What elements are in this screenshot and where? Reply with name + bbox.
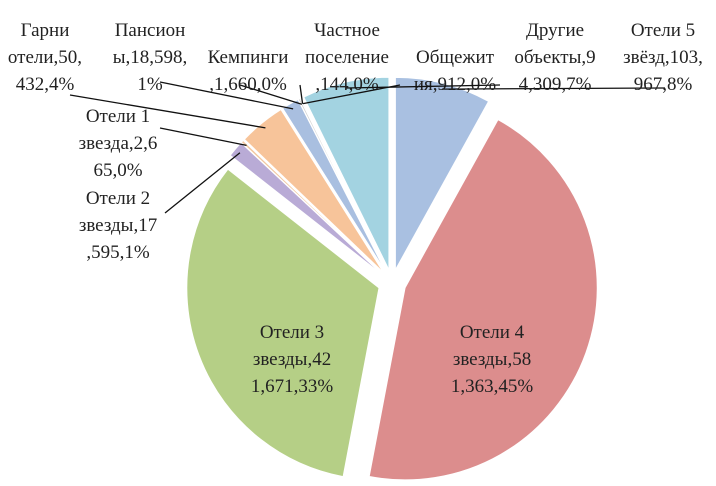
label-line: 1% [137,74,163,95]
label-line: Отели 4 [460,322,525,343]
data-label: Кемпинги ,1,660,0% [208,47,289,95]
data-label: Отели 5 звёзд,103, 967,8% [623,20,703,95]
label-line: 432,4% [16,74,75,95]
label-line: Общежит [416,47,495,68]
label-line: звезды,17 [79,215,157,236]
label-line: Отели 2 [86,188,150,209]
data-label: Общежит ия,912,0% [414,47,496,95]
data-label: Другие объекты,9 4,309,7% [514,20,595,95]
pie-slice [299,97,387,271]
leader-line [69,94,266,129]
label-line: ,144,0% [315,74,379,95]
label-line: Отели 1 [86,106,150,127]
leader-line [164,152,241,214]
label-line: 65,0% [93,160,142,181]
data-label: Отели 4 звезды,58 1,363,45% [451,322,534,397]
label-line: 1,671,33% [251,376,334,397]
label-line: Частное [314,20,380,41]
leader-line [442,87,666,90]
pie-slice [240,139,383,274]
pie-slice [243,109,384,273]
label-line: объекты,9 [514,47,595,68]
label-line: ы,18,598, [113,47,188,68]
data-label: Отели 1 звезда,2,6 65,0% [79,106,158,181]
label-line: 1,363,45% [451,376,534,397]
pie-slice [186,168,380,478]
leader-line [159,81,294,110]
data-label: Гарни отели,50, 432,4% [8,20,82,95]
label-line: Другие [526,20,584,41]
label-line: Пансион [115,20,186,41]
data-label: Частное поселение ,144,0% [305,20,389,95]
pie-slice [395,77,489,270]
label-line: звезда,2,6 [79,133,158,154]
label-line: Отели 3 [260,322,324,343]
pie-slice [229,142,382,275]
pie-slice [303,76,390,270]
label-line: поселение [305,47,389,68]
pie-slice [282,99,386,272]
data-label: Отели 2 звезды,17 ,595,1% [79,188,157,263]
leader-line [239,84,302,105]
leader-line [302,84,401,105]
label-line: Гарни [21,20,70,41]
label-line: Кемпинги [208,47,289,68]
label-line: звезды,42 [253,349,331,370]
label-line: отели,50, [8,47,82,68]
data-label: Пансион ы,18,598, 1% [113,20,188,95]
pie-slice [368,119,598,481]
label-line: ,595,1% [86,242,150,263]
data-label: Отели 3 звезды,42 1,671,33% [251,322,334,397]
label-line: 967,8% [634,74,693,95]
leader-line [299,84,304,104]
label-line: звезды,58 [453,349,531,370]
leader-line [346,84,501,89]
leader-line [159,127,247,147]
label-line: звёзд,103, [623,47,703,68]
label-line: 4,309,7% [519,74,592,95]
label-line: Отели 5 [631,20,695,41]
label-line: ия,912,0% [414,74,496,95]
label-line: ,1,660,0% [209,74,287,95]
